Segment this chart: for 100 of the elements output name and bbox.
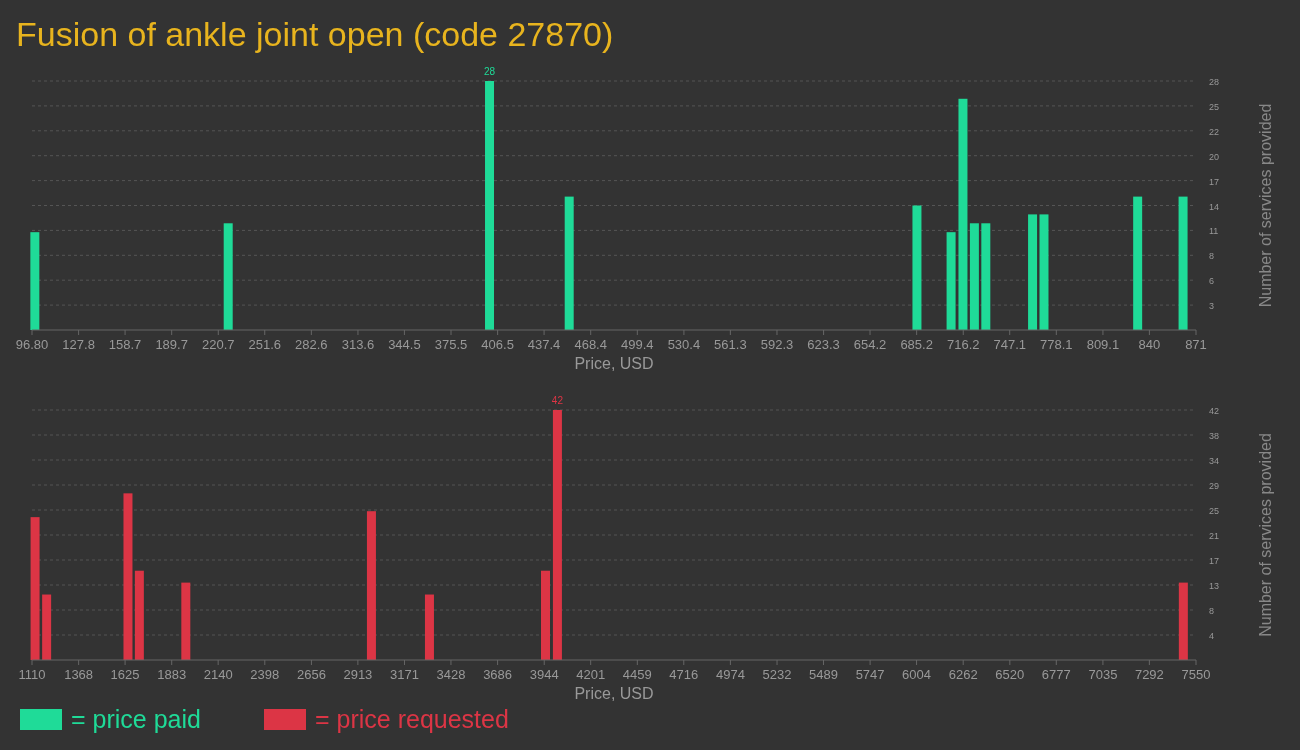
y-tick-label: 13	[1209, 581, 1220, 591]
x-tick-label: 313.6	[341, 337, 375, 352]
y-tick-label: 8	[1209, 606, 1215, 616]
x-tick-label: 6262	[948, 667, 978, 682]
y-tick-label: 17	[1209, 176, 1220, 187]
y-tick-label: 6	[1209, 276, 1215, 287]
y-tick-label: 21	[1209, 531, 1220, 541]
x-tick-label: 3686	[483, 667, 513, 682]
bar	[424, 594, 434, 660]
x-axis-title: Price, USD	[574, 685, 654, 702]
x-tick-label: 344.5	[388, 337, 421, 352]
y-tick-label: 22	[1209, 126, 1220, 137]
x-tick-label: 685.2	[900, 337, 933, 352]
x-tick-label: 7292	[1134, 667, 1164, 682]
x-tick-label: 220.7	[202, 337, 235, 352]
x-tick-label: 809.1	[1086, 337, 1120, 352]
x-tick-label: 6520	[995, 667, 1025, 682]
x-tick-label: 96.80	[15, 337, 49, 352]
y-tick-label: 11	[1209, 226, 1219, 237]
x-tick-label: 189.7	[155, 337, 188, 352]
x-tick-label: 4716	[669, 667, 699, 682]
x-tick-label: 623.3	[807, 337, 840, 352]
x-tick-label: 127.8	[62, 337, 95, 352]
bar	[1178, 196, 1188, 330]
x-tick-label: 158.7	[108, 337, 142, 352]
x-tick-label: 468.4	[574, 337, 607, 352]
x-tick-label: 530.4	[667, 337, 701, 352]
bar	[123, 493, 133, 660]
x-tick-label: 375.5	[434, 337, 468, 352]
bar	[30, 232, 40, 330]
bar	[981, 223, 991, 330]
y-axis-title: Number of services provided	[1257, 433, 1274, 637]
bar	[1133, 196, 1143, 330]
x-tick-label: 840	[1138, 337, 1161, 352]
chart-title: Fusion of ankle joint open (code 27870)	[16, 15, 614, 53]
bar	[134, 570, 144, 660]
x-tick-label: 5747	[855, 667, 885, 682]
bar	[485, 81, 495, 330]
bar	[366, 511, 376, 660]
bar	[564, 196, 574, 330]
x-tick-label: 4201	[576, 667, 606, 682]
legend-label: = price paid	[71, 705, 201, 733]
bar	[1028, 214, 1038, 330]
data-label: 42	[551, 395, 564, 406]
bar	[946, 232, 956, 330]
x-tick-label: 2140	[203, 667, 233, 682]
y-tick-label: 25	[1209, 506, 1220, 516]
bar	[912, 205, 922, 330]
x-tick-label: 282.6	[295, 337, 328, 352]
bar	[223, 223, 233, 330]
x-tick-label: 2913	[343, 667, 373, 682]
x-tick-label: 4459	[622, 667, 652, 682]
bar	[1178, 582, 1188, 660]
x-tick-label: 3944	[529, 667, 559, 682]
bar	[958, 98, 968, 330]
bar	[1039, 214, 1049, 330]
y-tick-label: 20	[1209, 151, 1220, 162]
x-tick-label: 499.4	[621, 337, 654, 352]
bar	[42, 594, 52, 660]
y-tick-label: 28	[1209, 77, 1220, 87]
x-tick-label: 592.3	[760, 337, 794, 352]
x-tick-label: 4974	[715, 667, 745, 682]
x-tick-label: 2656	[296, 667, 326, 682]
x-tick-label: 1110	[18, 667, 46, 682]
y-tick-label: 42	[1209, 406, 1220, 416]
x-tick-label: 1625	[110, 667, 140, 682]
y-tick-label: 8	[1209, 251, 1215, 262]
y-tick-label: 17	[1209, 556, 1220, 566]
x-axis-title: Price, USD	[574, 355, 654, 372]
data-label: 28	[483, 66, 496, 77]
y-tick-label: 3	[1209, 301, 1215, 312]
y-axis-title: Number of services provided	[1257, 103, 1274, 308]
x-tick-label: 7035	[1088, 667, 1118, 682]
x-tick-label: 747.1	[993, 337, 1026, 352]
x-tick-label: 406.5	[481, 337, 514, 352]
x-tick-label: 871	[1185, 337, 1207, 352]
x-tick-label: 778.1	[1040, 337, 1073, 352]
x-tick-label: 3171	[390, 667, 419, 682]
x-tick-label: 6004	[902, 667, 932, 682]
x-tick-label: 1368	[64, 667, 94, 682]
y-tick-label: 34	[1209, 456, 1220, 466]
x-tick-label: 6777	[1041, 667, 1071, 682]
x-tick-label: 2398	[250, 667, 280, 682]
x-tick-label: 3428	[436, 667, 466, 682]
x-tick-label: 716.2	[946, 337, 980, 352]
bar	[30, 517, 40, 660]
legend-label: = price requested	[315, 705, 509, 733]
x-tick-label: 5489	[809, 667, 838, 682]
x-tick-label: 251.6	[248, 337, 282, 352]
y-tick-label: 25	[1209, 101, 1220, 112]
y-tick-label: 29	[1209, 481, 1220, 491]
x-tick-label: 5232	[762, 667, 792, 682]
x-tick-label: 654.2	[853, 337, 887, 352]
bar	[541, 570, 550, 660]
bar	[969, 223, 979, 330]
y-tick-label: 4	[1209, 631, 1215, 641]
bar	[552, 410, 562, 660]
x-tick-label: 437.4	[527, 337, 561, 352]
x-tick-label: 7550	[1181, 667, 1211, 682]
x-tick-label: 561.3	[714, 337, 747, 352]
